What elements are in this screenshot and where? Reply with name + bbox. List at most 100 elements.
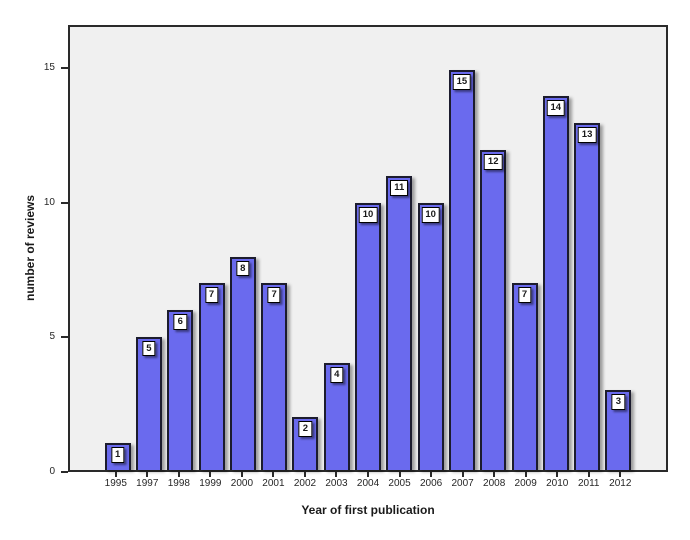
x-tick-slot: 2005 — [384, 472, 416, 489]
x-tick-label: 2004 — [356, 478, 380, 489]
x-tick-mark — [209, 472, 212, 477]
x-tick-slot: 1999 — [195, 472, 227, 489]
bar-value-label: 15 — [452, 73, 472, 90]
bar-value-label: 8 — [236, 260, 250, 277]
x-tick-mark — [177, 472, 180, 477]
x-tick-mark — [430, 472, 433, 477]
y-tick-mark — [61, 471, 68, 473]
x-tick-label: 2010 — [546, 478, 569, 489]
bar-slot: 15 — [446, 27, 477, 470]
bar-value-label: 5 — [142, 340, 156, 357]
x-tick-slot: 2001 — [258, 472, 290, 489]
x-tick-slot: 2011 — [573, 472, 605, 489]
bar-slot: 7 — [509, 27, 540, 470]
x-tick-label: 1999 — [199, 478, 222, 489]
bar-slot: 10 — [352, 27, 383, 470]
x-tick-mark — [556, 472, 559, 477]
x-tick-label: 2000 — [230, 478, 254, 489]
x-tick-slot: 2000 — [226, 472, 258, 489]
bar-slot: 8 — [227, 27, 258, 470]
x-tick-slot: 2012 — [605, 472, 637, 489]
bar-2010: 14 — [542, 96, 569, 470]
bar-2009: 7 — [511, 283, 538, 470]
x-tick-label: 2005 — [388, 478, 411, 489]
y-tick-label: 0 — [49, 466, 55, 477]
bar-1997: 5 — [135, 336, 162, 470]
y-tick-mark — [61, 201, 68, 204]
x-tick-mark — [335, 472, 338, 477]
bar-slot: 13 — [571, 27, 602, 470]
bar-slot: 4 — [321, 27, 352, 470]
bar-2006: 10 — [417, 203, 444, 470]
x-tick-mark — [367, 472, 370, 477]
bar-value-label: 14 — [546, 100, 566, 117]
y-tick-mark — [61, 67, 68, 70]
bar-1999: 7 — [198, 283, 225, 470]
bar-value-label: 13 — [577, 127, 597, 143]
x-axis: 1995 1997 1998 1999 2000 2001 2002 2003 2004 2005… — [68, 472, 668, 489]
x-tick-label: 2001 — [262, 478, 285, 489]
bar-value-label: 10 — [358, 207, 378, 224]
x-tick-label: 2006 — [419, 478, 443, 489]
bar-2003: 4 — [323, 363, 350, 470]
bar-value-label: 4 — [330, 367, 344, 384]
y-tick-label: 10 — [43, 196, 55, 208]
bar-slot: 10 — [415, 27, 446, 470]
x-tick-label: 1997 — [136, 478, 159, 489]
bar-slot: 11 — [384, 27, 415, 470]
bar-value-label: 7 — [517, 287, 532, 304]
bar-2008: 12 — [480, 149, 507, 470]
y-tick-label: 5 — [49, 331, 55, 343]
bar-slot: 1 — [102, 27, 133, 470]
x-tick-label: 2009 — [514, 478, 537, 489]
y-tick-mark — [61, 336, 68, 339]
bar-slot: 12 — [478, 27, 509, 470]
bar-slot: 7 — [196, 27, 227, 470]
x-tick-mark — [619, 472, 622, 477]
bar-2012: 3 — [605, 389, 632, 470]
x-tick-slot: 2002 — [289, 472, 321, 489]
bar-slot: 2 — [290, 27, 321, 470]
x-tick-mark — [146, 472, 149, 477]
x-tick-mark — [398, 472, 401, 477]
x-tick-slot: 2009 — [510, 472, 542, 489]
bar-1998: 6 — [167, 309, 194, 470]
bar-value-label: 1 — [110, 447, 125, 464]
bar-value-label: 2 — [298, 420, 313, 437]
x-tick-slot: 2010 — [541, 472, 573, 489]
x-tick-slot: 2008 — [478, 472, 510, 489]
x-tick-label: 2012 — [609, 478, 632, 489]
bar-value-label: 10 — [421, 207, 440, 224]
bar-value-label: 7 — [267, 287, 281, 304]
bar-value-label: 12 — [483, 153, 503, 170]
bar-value-label: 6 — [173, 313, 187, 330]
x-tick-mark — [524, 472, 527, 477]
x-tick-mark — [493, 472, 496, 477]
x-tick-slot: 2004 — [352, 472, 384, 489]
bar-slot: 7 — [258, 27, 289, 470]
bar-value-label: 11 — [390, 180, 409, 197]
bar-2000: 8 — [229, 256, 256, 470]
x-tick-slot: 2003 — [321, 472, 353, 489]
bar-2002: 2 — [292, 416, 319, 470]
x-tick-mark — [240, 472, 243, 477]
y-axis: 0 5 10 15 — [0, 25, 68, 477]
bar-2011: 13 — [574, 123, 601, 470]
x-tick-label: 2002 — [293, 478, 317, 489]
bar-slot: 3 — [603, 27, 634, 470]
x-tick-slot: 1998 — [163, 472, 195, 489]
x-tick-label: 1995 — [104, 478, 127, 489]
bar-value-label: 7 — [204, 287, 219, 304]
bar-2007: 15 — [448, 69, 475, 470]
x-tick-slot: 2006 — [415, 472, 447, 489]
bar-value-label: 3 — [611, 393, 626, 410]
x-tick-mark — [303, 472, 306, 477]
x-tick-slot: 1995 — [100, 472, 132, 489]
x-tick-label: 2008 — [483, 478, 506, 489]
x-tick-mark — [461, 472, 464, 477]
x-tick-mark — [114, 472, 117, 477]
x-tick-label: 2011 — [577, 478, 600, 489]
x-tick-slot: 1997 — [132, 472, 164, 489]
bar-2004: 10 — [355, 203, 382, 470]
bar-slot: 5 — [133, 27, 164, 470]
